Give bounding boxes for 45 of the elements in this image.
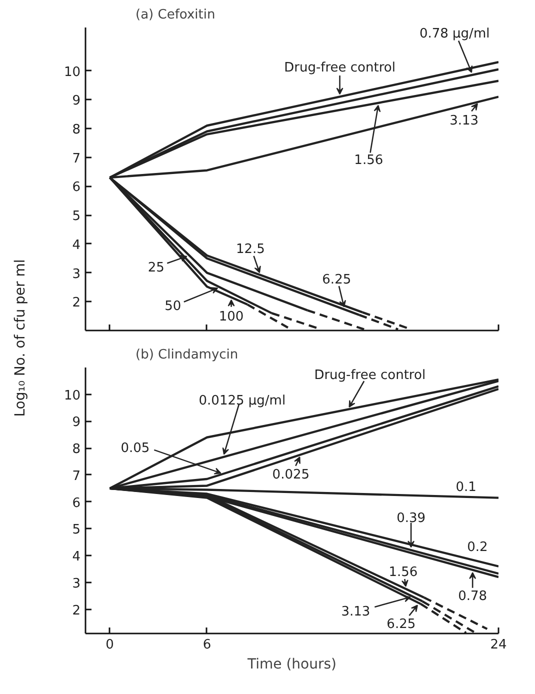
annotation: 50: [164, 299, 182, 314]
x-axis-title: Time (hours): [246, 656, 336, 672]
annotation: Drug-free control: [314, 368, 426, 383]
y-tick-label: 10: [64, 64, 81, 80]
annotation: 0.39: [396, 510, 426, 526]
y-tick-label: 3: [72, 266, 81, 282]
annotation: 0.78 µg/ml: [419, 26, 490, 42]
y-axis-title: Log₁₀ No. of cfu per ml: [12, 259, 28, 417]
annotation: 6.25: [322, 272, 352, 288]
y-tick-label: 4: [72, 550, 81, 565]
y-tick-label: 2: [72, 296, 81, 311]
y-tick-label: 6: [72, 496, 81, 511]
annotation: 0.025: [272, 468, 310, 483]
y-tick-label: 8: [72, 122, 81, 138]
y-tick-label: 5: [72, 209, 81, 224]
x-tick-label: 24: [490, 638, 507, 652]
annotation: 6.25: [386, 617, 416, 632]
x-tick-label: 6: [202, 638, 212, 652]
annotation: 100: [218, 309, 244, 324]
chart-title: (b) Clindamycin: [136, 348, 238, 362]
y-tick-label: 7: [72, 468, 81, 484]
annotation: 3.13: [341, 604, 370, 620]
annotation: 3.13: [450, 114, 479, 129]
y-tick-label: 6: [72, 180, 81, 196]
annotation: 0.1: [456, 480, 476, 496]
annotation: 0.05: [120, 440, 150, 456]
annotation: 0.0125 µg/ml: [198, 393, 286, 408]
y-tick-label: 9: [72, 415, 81, 430]
y-tick-label: 4: [72, 238, 81, 253]
y-tick-label: 2: [72, 603, 81, 618]
annotation: Drug-free control: [284, 60, 396, 76]
annotation: 25: [148, 260, 164, 276]
annotation: 0.2: [467, 540, 488, 555]
chart-title: (a) Cefoxitin: [136, 8, 216, 22]
y-tick-label: 5: [72, 522, 81, 538]
y-tick-label: 9: [72, 94, 81, 109]
annotation: 1.56: [354, 152, 384, 168]
x-tick-label: 0: [106, 638, 114, 652]
y-tick-label: 7: [72, 151, 81, 166]
y-tick-label: 3: [72, 576, 81, 592]
y-tick-label: 8: [72, 442, 81, 458]
annotation: 1.56: [388, 565, 418, 580]
y-tick-label: 10: [64, 388, 81, 404]
annotation: 12.5: [236, 242, 265, 258]
annotation: 0.78: [458, 588, 488, 604]
